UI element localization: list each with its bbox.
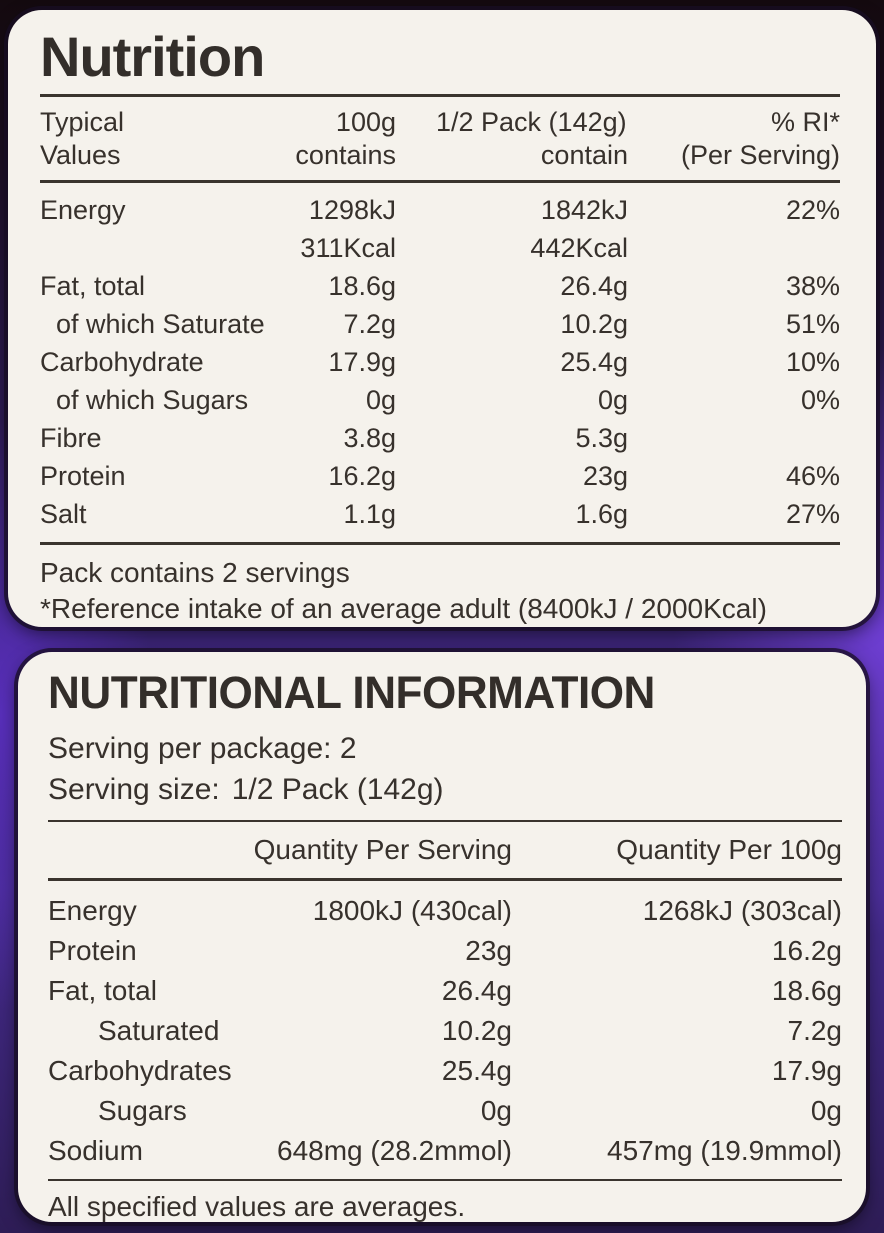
row-label: Protein <box>48 935 137 966</box>
row-label: Fibre <box>40 422 102 453</box>
header-ri-per-serving: % RI* (Per Serving) <box>680 107 840 170</box>
table-row-sugars: of which Sugars 0g 0g 0% <box>40 381 840 419</box>
table-row-carbohydrates: Carbohydrates 25.4g 17.9g <box>48 1051 842 1091</box>
header-half-pack-contain: 1/2 Pack (142g) contain <box>436 107 628 170</box>
value-per-serving: 23g <box>465 935 512 966</box>
value-per-100g: 17.9g <box>771 1055 842 1086</box>
value-per-half-pack: 26.4g <box>560 270 628 301</box>
value-ri-percent: 10% <box>785 346 840 377</box>
footnote-reference-intake: *Reference intake of an average adult (8… <box>40 593 767 624</box>
row-label: Fat, total <box>48 975 157 1006</box>
value-per-100g: 18.6g <box>328 270 396 301</box>
header-divider <box>48 878 842 881</box>
header-divider <box>40 180 840 183</box>
value-per-half-pack: 1842kJ <box>540 194 628 225</box>
value-per-serving: 26.4g <box>441 975 512 1006</box>
table-body: Energy 1298kJ 1842kJ 22% 311Kcal 442Kcal… <box>40 183 840 533</box>
value-per-100g: 457mg (19.9mmol) <box>607 1135 842 1166</box>
header-quantity-per-serving: Quantity Per Serving <box>253 834 512 865</box>
row-label: Energy <box>48 895 137 926</box>
nutrition-panel-uk: Nutrition Typical Values 100g contains 1… <box>8 10 876 627</box>
table-row-energy: Energy 1800kJ (430cal) 1268kJ (303cal) <box>48 891 842 931</box>
footer-divider <box>48 1179 842 1181</box>
serving-info: Serving per package: 2 Serving size: 1/2 … <box>48 720 842 810</box>
table-row-sugars: Sugars 0g 0g <box>48 1091 842 1131</box>
value-per-100g: 17.9g <box>328 346 396 377</box>
table-row-salt: Salt 1.1g 1.6g 27% <box>40 495 840 533</box>
value-per-100g: 18.6g <box>771 975 842 1006</box>
serving-divider <box>48 820 842 822</box>
value-ri-percent: 46% <box>785 460 840 491</box>
table-row-energy: Energy 1298kJ 1842kJ 22% <box>40 191 840 229</box>
value-per-serving: 0g <box>480 1095 512 1126</box>
nutrition-panel-au: NUTRITIONAL INFORMATION Serving per pack… <box>18 652 866 1222</box>
table-row-protein: Protein 23g 16.2g <box>48 931 842 971</box>
header-typical-values: Typical Values <box>40 107 125 170</box>
value-per-100g: 7.2g <box>343 308 396 339</box>
row-label: Saturated <box>98 1015 220 1046</box>
value-per-half-pack: 23g <box>582 460 628 491</box>
value-per-half-pack: 10.2g <box>560 308 628 339</box>
value-per-serving: 10.2g <box>441 1015 512 1046</box>
value-per-half-pack: 1.6g <box>575 498 628 529</box>
row-label: Carbohydrate <box>40 346 204 377</box>
row-label: of which Sugars <box>56 384 249 415</box>
row-label: Protein <box>40 460 126 491</box>
row-label: Salt <box>40 498 87 529</box>
table-row-fat: Fat, total 18.6g 26.4g 38% <box>40 267 840 305</box>
value-per-100g: 7.2g <box>787 1015 843 1046</box>
table-header: Quantity Per Serving Quantity Per 100g <box>48 822 842 878</box>
table-row-saturated: Saturated 10.2g 7.2g <box>48 1011 842 1051</box>
value-ri-percent: 38% <box>785 270 840 301</box>
value-per-half-pack: 0g <box>597 384 628 415</box>
header-100g-contains: 100g contains <box>295 107 396 170</box>
value-per-100g: 0g <box>810 1095 842 1126</box>
row-label: of which Saturate <box>56 308 265 339</box>
panel-title: Nutrition <box>40 25 265 88</box>
table-row-saturate: of which Saturate 7.2g 10.2g 51% <box>40 305 840 343</box>
value-per-100g: 1268kJ (303cal) <box>642 895 842 926</box>
value-per-100g: 16.2g <box>771 935 842 966</box>
value-ri-percent: 51% <box>785 308 840 339</box>
value-per-half-pack: 25.4g <box>560 346 628 377</box>
serving-per-package: Serving per package: 2 <box>48 732 357 765</box>
footnotes: Pack contains 2 servings *Reference inta… <box>40 545 840 627</box>
value-per-100g: 1298kJ <box>308 194 396 225</box>
value-per-100g: 311Kcal <box>300 232 396 263</box>
value-per-100g: 0g <box>365 384 396 415</box>
table-header: Typical Values 100g contains 1/2 Pack (1… <box>40 97 840 180</box>
footnote-servings: Pack contains 2 servings <box>40 557 350 588</box>
value-per-half-pack: 5.3g <box>575 422 628 453</box>
table-body: Energy 1800kJ (430cal) 1268kJ (303cal) P… <box>48 881 842 1171</box>
value-ri-percent: 22% <box>785 194 840 225</box>
row-label: Energy <box>40 194 126 225</box>
table-row-fat: Fat, total 26.4g 18.6g <box>48 971 842 1011</box>
table-row-sodium: Sodium 648mg (28.2mmol) 457mg (19.9mmol) <box>48 1131 842 1171</box>
value-ri-percent: 27% <box>785 498 840 529</box>
row-label: Fat, total <box>40 270 146 301</box>
panel-title: NUTRITIONAL INFORMATION <box>48 667 655 718</box>
table-row-protein: Protein 16.2g 23g 46% <box>40 457 840 495</box>
table-row-carbohydrate: Carbohydrate 17.9g 25.4g 10% <box>40 343 840 381</box>
footer-divider <box>40 542 840 545</box>
value-per-serving: 1800kJ (430cal) <box>312 895 512 926</box>
value-per-100g: 1.1g <box>343 498 396 529</box>
value-ri-percent: 0% <box>800 384 840 415</box>
row-label: Carbohydrates <box>48 1055 232 1086</box>
footnote-averages: All specified values are averages. <box>48 1191 466 1222</box>
row-label: Sugars <box>98 1095 187 1126</box>
value-per-100g: 3.8g <box>343 422 396 453</box>
value-per-serving: 25.4g <box>441 1055 512 1086</box>
value-per-half-pack: 442Kcal <box>530 232 628 263</box>
value-per-serving: 648mg (28.2mmol) <box>277 1135 512 1166</box>
serving-size: Serving size: 1/2 Pack (142g) <box>48 769 842 810</box>
value-per-100g: 16.2g <box>328 460 396 491</box>
table-row-energy-kcal: 311Kcal 442Kcal <box>40 229 840 267</box>
title-divider <box>40 94 840 97</box>
table-row-fibre: Fibre 3.8g 5.3g <box>40 419 840 457</box>
serving-size-label: Serving size: <box>48 773 220 806</box>
serving-size-value: 1/2 Pack (142g) <box>231 773 444 806</box>
row-label: Sodium <box>48 1135 143 1166</box>
header-quantity-per-100g: Quantity Per 100g <box>616 834 842 865</box>
